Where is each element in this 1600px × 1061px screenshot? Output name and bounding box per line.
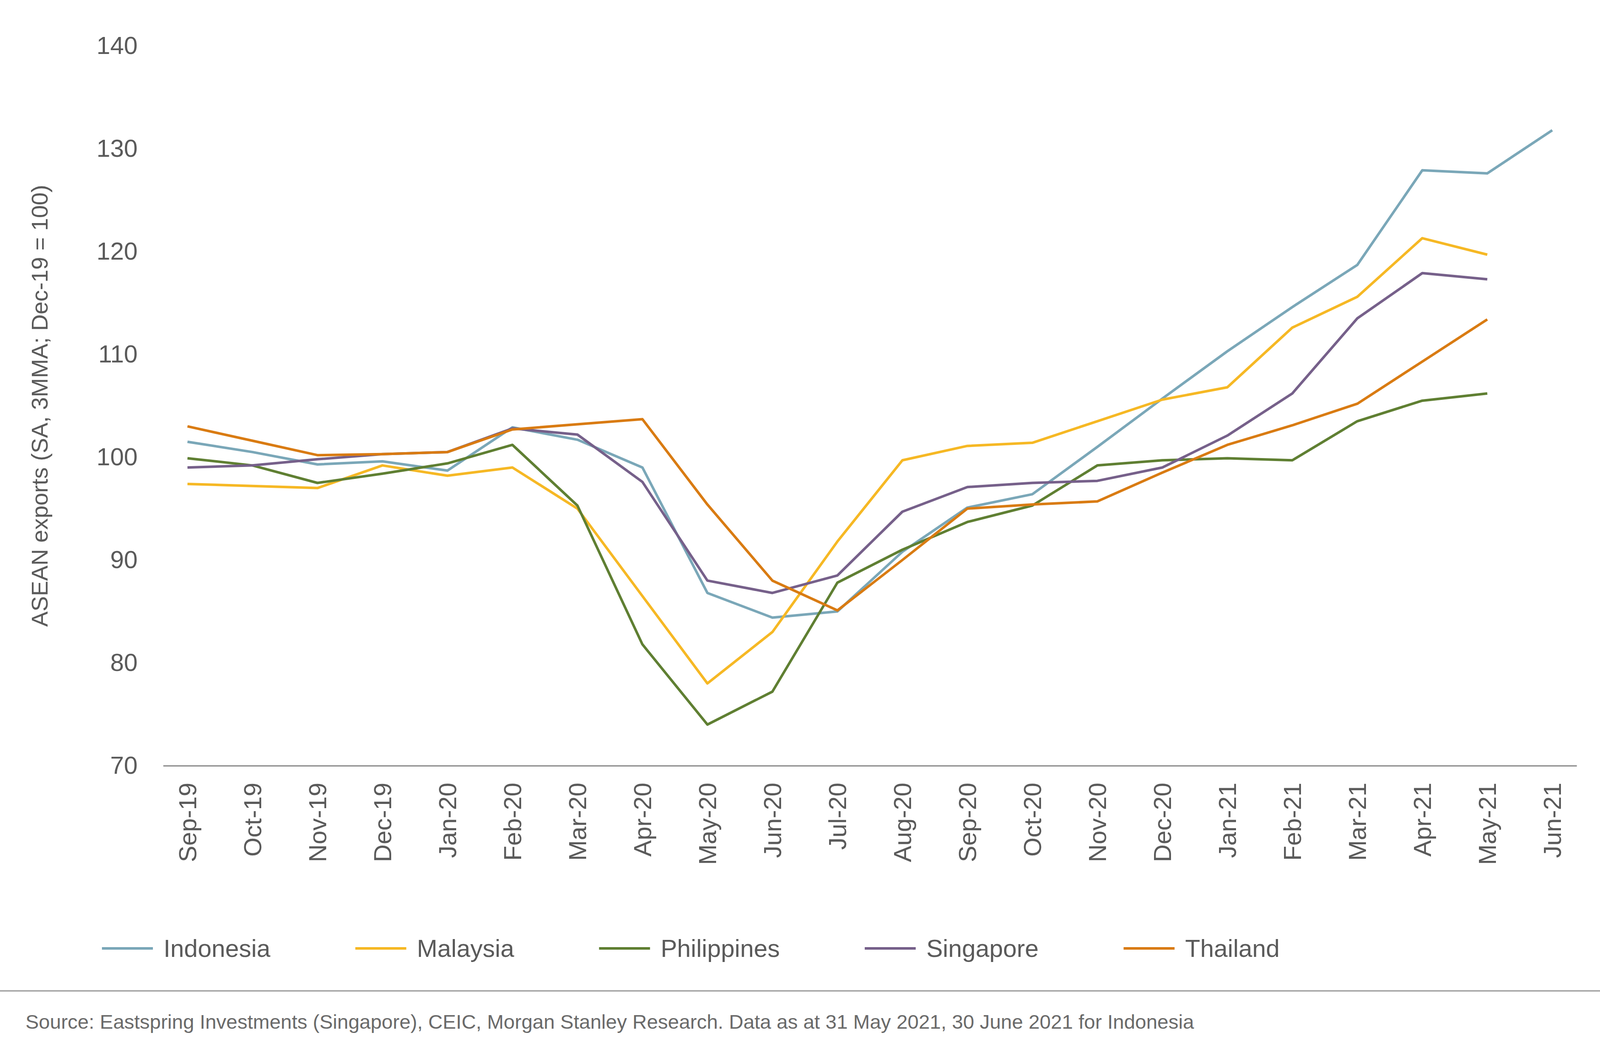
separator: [0, 990, 1600, 992]
legend-item: Singapore: [864, 934, 1039, 962]
x-tick: Jun-20: [758, 765, 787, 858]
legend-label: Philippines: [660, 934, 780, 962]
x-axis-line: [163, 764, 1578, 767]
x-tick: Sep-20: [953, 765, 982, 862]
legend-label: Malaysia: [417, 934, 515, 962]
x-tick: Mar-21: [1343, 765, 1372, 861]
x-tick: Apr-20: [628, 765, 657, 857]
y-tick-label: 70: [110, 750, 138, 779]
x-tick-label: Oct-19: [238, 782, 267, 857]
x-tick-label: Nov-19: [303, 782, 332, 862]
chart: 70 80 90 100 110 120 130 140 Sep-19 Oct-19 Nov-19 D…: [0, 0, 1600, 1061]
series-line: [187, 273, 1488, 593]
y-tick-label: 140: [96, 31, 138, 60]
legend-item: Thailand: [1123, 934, 1280, 962]
y-tick-label: 130: [96, 134, 138, 162]
y-tick: 110: [98, 339, 138, 368]
y-tick-label: 120: [96, 237, 138, 265]
lines: [187, 129, 1553, 725]
x-tick: Oct-19: [238, 765, 267, 857]
x-tick-label: Feb-21: [1278, 782, 1307, 861]
legend-swatch: [1123, 946, 1175, 950]
x-tick-label: Oct-20: [1018, 782, 1047, 857]
y-tick: 90: [110, 545, 138, 573]
x-tick: Mar-20: [563, 765, 592, 861]
y-tick: 70: [110, 750, 138, 779]
x-tick: Feb-20: [498, 765, 527, 861]
x-tick: Jul-20: [823, 765, 852, 850]
series-line: [187, 393, 1488, 725]
x-tick-label: Aug-20: [888, 782, 917, 862]
source-note: Source: Eastspring Investments (Singapor…: [25, 1010, 1195, 1033]
y-tick: 80: [110, 648, 138, 676]
x-tick-label: Jan-21: [1213, 782, 1242, 858]
y-tick-label: 100: [96, 442, 138, 471]
x-tick-label: Jun-21: [1538, 782, 1567, 858]
x-tick: Aug-20: [888, 765, 917, 862]
x-tick-label: May-20: [693, 782, 722, 865]
x-tick-label: Mar-20: [563, 782, 592, 861]
x-tick: Apr-21: [1408, 765, 1437, 857]
series-line: [187, 319, 1488, 611]
legend-item: Philippines: [598, 934, 780, 962]
x-tick-label: Feb-20: [498, 782, 527, 861]
x-tick-label: Apr-20: [628, 782, 657, 857]
x-tick-label: Mar-21: [1343, 782, 1372, 861]
series-line: [187, 129, 1553, 618]
y-tick-label: 90: [110, 545, 138, 573]
x-tick: May-20: [693, 765, 722, 865]
y-tick: 120: [96, 237, 138, 265]
y-axis-title: ASEAN exports (SA, 3MMA; Dec-19 = 100): [26, 184, 53, 627]
legend: Indonesia Malaysia Philippines Singapore Tha…: [101, 934, 1280, 962]
x-tick-label: Jun-20: [758, 782, 787, 858]
y-tick: 100: [96, 442, 138, 471]
x-tick-label: May-21: [1473, 782, 1502, 865]
x-tick: Jun-21: [1538, 765, 1567, 858]
y-tick: 140: [96, 31, 138, 60]
legend-swatch: [598, 946, 650, 950]
y-axis: 70 80 90 100 110 120 130 140: [96, 31, 138, 779]
x-tick-label: Sep-20: [953, 782, 982, 862]
x-tick: Oct-20: [1018, 765, 1047, 857]
x-tick-label: Dec-19: [368, 782, 397, 862]
legend-label: Thailand: [1185, 934, 1280, 962]
legend-swatch: [101, 946, 153, 950]
x-tick: Jan-21: [1213, 765, 1242, 858]
x-axis: Sep-19 Oct-19 Nov-19 Dec-19 Jan-20 Feb-20 Mar-…: [163, 765, 1578, 865]
x-tick-label: Sep-19: [173, 782, 202, 862]
x-tick-label: Apr-21: [1408, 782, 1437, 857]
legend-swatch: [355, 946, 407, 950]
x-tick: May-21: [1473, 765, 1502, 865]
x-tick: Jan-20: [433, 765, 462, 858]
legend-label: Indonesia: [163, 934, 271, 962]
legend-swatch: [864, 946, 916, 950]
y-tick: 130: [96, 134, 138, 162]
x-tick-label: Jul-20: [823, 782, 852, 850]
legend-item: Malaysia: [355, 934, 515, 962]
x-tick: Nov-19: [303, 765, 332, 862]
y-tick-label: 80: [110, 648, 138, 676]
y-tick-label: 110: [98, 339, 138, 368]
x-tick: Nov-20: [1083, 765, 1112, 862]
x-tick-label: Jan-20: [433, 782, 462, 858]
legend-item: Indonesia: [101, 934, 271, 962]
x-tick: Sep-19: [173, 765, 202, 862]
legend-label: Singapore: [926, 934, 1039, 962]
x-tick-label: Dec-20: [1148, 782, 1177, 862]
x-tick: Dec-20: [1148, 765, 1177, 862]
x-tick: Feb-21: [1278, 765, 1307, 861]
x-tick: Dec-19: [368, 765, 397, 862]
x-tick-label: Nov-20: [1083, 782, 1112, 862]
